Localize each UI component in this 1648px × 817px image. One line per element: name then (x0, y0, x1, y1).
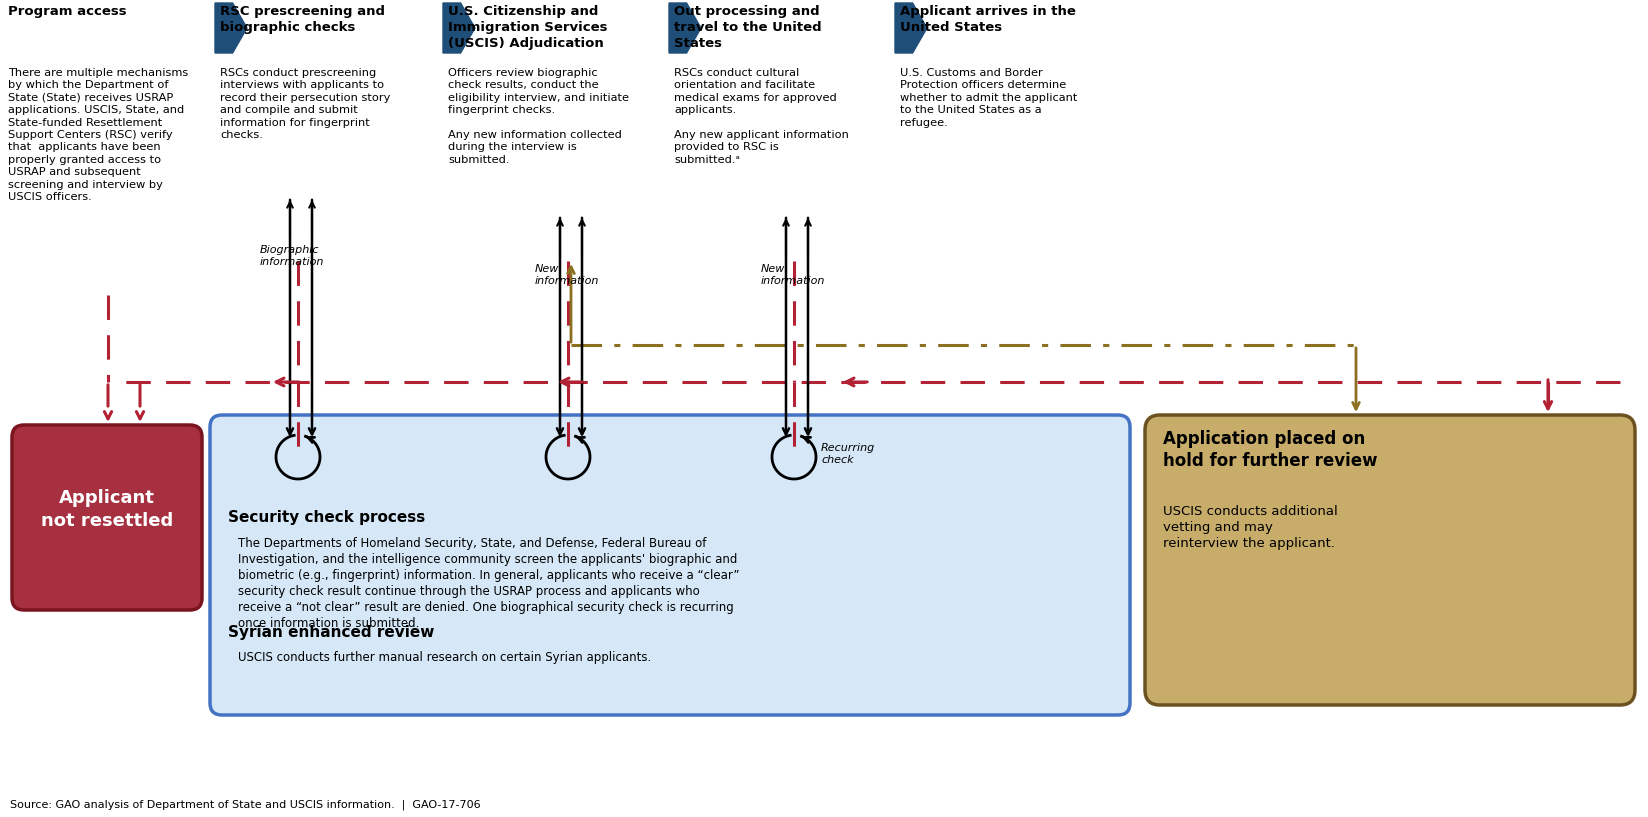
Text: RSCs conduct cultural
orientation and facilitate
medical exams for approved
appl: RSCs conduct cultural orientation and fa… (674, 68, 849, 165)
Polygon shape (443, 3, 475, 53)
Text: The Departments of Homeland Security, State, and Defense, Federal Bureau of
Inve: The Departments of Homeland Security, St… (237, 537, 738, 630)
Text: Syrian enhanced review: Syrian enhanced review (227, 625, 433, 640)
Text: Recurring
check: Recurring check (821, 443, 875, 466)
FancyBboxPatch shape (1144, 415, 1635, 705)
Text: Source: GAO analysis of Department of State and USCIS information.  |  GAO-17-70: Source: GAO analysis of Department of St… (10, 800, 480, 810)
Text: RSC prescreening and
biographic checks: RSC prescreening and biographic checks (219, 5, 384, 34)
Text: Applicant arrives in the
United States: Applicant arrives in the United States (900, 5, 1074, 34)
Text: USCIS conducts further manual research on certain Syrian applicants.: USCIS conducts further manual research o… (237, 651, 651, 664)
Text: USCIS conducts additional
vetting and may
reinterview the applicant.: USCIS conducts additional vetting and ma… (1162, 505, 1337, 550)
Text: Biographic
information: Biographic information (260, 245, 325, 267)
Text: RSCs conduct prescreening
interviews with applicants to
record their persecution: RSCs conduct prescreening interviews wit… (219, 68, 391, 140)
Text: Applicant
not resettled: Applicant not resettled (41, 489, 173, 529)
Text: Program access: Program access (8, 5, 127, 18)
Text: New
information: New information (534, 264, 598, 287)
Text: Application placed on
hold for further review: Application placed on hold for further r… (1162, 430, 1376, 471)
Polygon shape (214, 3, 247, 53)
Polygon shape (895, 3, 926, 53)
Text: U.S. Customs and Border
Protection officers determine
whether to admit the appli: U.S. Customs and Border Protection offic… (900, 68, 1076, 127)
FancyBboxPatch shape (12, 425, 201, 610)
Text: Security check process: Security check process (227, 510, 425, 525)
Text: Out processing and
travel to the United
States: Out processing and travel to the United … (674, 5, 821, 50)
Text: U.S. Citizenship and
Immigration Services
(USCIS) Adjudication: U.S. Citizenship and Immigration Service… (448, 5, 606, 50)
Text: There are multiple mechanisms
by which the Department of
State (State) receives : There are multiple mechanisms by which t… (8, 68, 188, 202)
Text: Officers review biographic
check results, conduct the
eligibility interview, and: Officers review biographic check results… (448, 68, 628, 165)
Text: New
information: New information (760, 264, 826, 287)
Polygon shape (669, 3, 700, 53)
FancyBboxPatch shape (209, 415, 1129, 715)
